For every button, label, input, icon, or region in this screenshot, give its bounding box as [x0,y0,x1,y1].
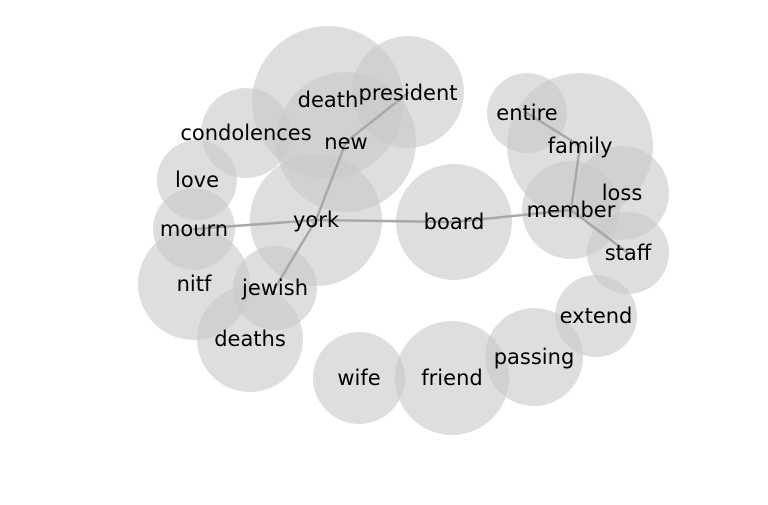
node-label-wife: wife [337,366,380,390]
edge-york-mourn [192,218,318,231]
node-label-president: president [359,81,458,105]
node-bubble-deaths [197,286,303,392]
label-layer: death president new condolences love york mour… [160,81,652,390]
node-label-death: death [298,88,359,112]
node-label-new: new [324,130,367,154]
edge-president-new [344,91,410,144]
node-label-member: member [527,198,616,222]
node-label-york: york [293,208,340,232]
node-label-staff: staff [605,241,652,265]
edge-member-staff [569,208,630,255]
bubble-layer [138,26,669,435]
node-label-passing: passing [494,345,575,369]
node-label-board: board [424,210,485,234]
node-bubble-friend [395,321,509,435]
node-label-mourn: mourn [160,217,228,241]
node-bubble-wife [313,332,405,424]
node-label-jewish: jewish [241,276,308,300]
edge-board-member [452,208,573,224]
node-label-love: love [175,168,219,192]
node-label-loss: loss [602,181,643,205]
edge-layer [192,91,630,290]
edge-member-family [569,144,582,212]
edge-entire-family [525,111,582,148]
node-label-entire: entire [496,101,557,125]
node-label-deaths: deaths [214,327,286,351]
node-label-friend: friend [421,366,482,390]
edge-york-jewish [273,218,318,290]
edge-new-york [314,140,348,222]
node-bubble-passing [485,308,583,406]
node-label-family: family [548,134,613,158]
node-label-nitf: nitf [177,272,212,296]
edge-york-board [314,218,456,224]
node-label-extend: extend [560,304,633,328]
node-label-condolences: condolences [180,121,311,145]
